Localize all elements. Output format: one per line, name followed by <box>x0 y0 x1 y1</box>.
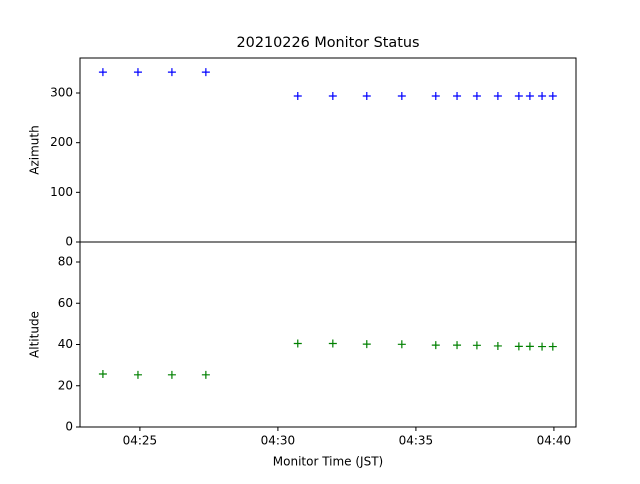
point <box>525 342 534 351</box>
point <box>397 340 406 349</box>
point <box>133 370 142 379</box>
point <box>493 91 502 100</box>
point <box>201 68 210 77</box>
point <box>362 340 371 349</box>
point <box>453 91 462 100</box>
point <box>167 370 176 379</box>
point <box>133 68 142 77</box>
point <box>453 341 462 350</box>
point <box>548 91 557 100</box>
y-axis-label: Azimuth <box>28 125 42 174</box>
x-tick-label: 04:35 <box>399 434 434 448</box>
point <box>431 91 440 100</box>
point <box>201 370 210 379</box>
y-tick-label: 40 <box>58 337 73 351</box>
point <box>472 91 481 100</box>
point <box>538 342 547 351</box>
y-tick-label: 0 <box>65 235 73 249</box>
x-tick-label: 04:25 <box>123 434 158 448</box>
chart-title: 20210226 Monitor Status <box>237 35 420 51</box>
point <box>548 342 557 351</box>
point <box>538 91 547 100</box>
y-tick-label: 100 <box>50 185 73 199</box>
plot-frame <box>79 241 577 428</box>
y-axis-label: Altitude <box>28 311 42 358</box>
point <box>167 68 176 77</box>
y-tick-label: 80 <box>58 255 73 269</box>
y-tick-label: 20 <box>58 378 73 392</box>
point <box>98 68 107 77</box>
point <box>328 91 337 100</box>
y-tick-label: 60 <box>58 296 73 310</box>
x-tick-label: 04:40 <box>537 434 572 448</box>
point <box>431 341 440 350</box>
point <box>98 369 107 378</box>
point <box>397 91 406 100</box>
x-axis-label: Monitor Time (JST) <box>273 455 383 469</box>
point <box>293 339 302 348</box>
point <box>293 91 302 100</box>
point <box>493 341 502 350</box>
x-tick-label: 04:30 <box>261 434 296 448</box>
point <box>514 91 523 100</box>
point <box>525 91 534 100</box>
point <box>328 339 337 348</box>
y-tick-label: 200 <box>50 135 73 149</box>
point <box>362 91 371 100</box>
y-tick-label: 0 <box>65 420 73 434</box>
point <box>514 342 523 351</box>
point <box>472 341 481 350</box>
y-tick-label: 300 <box>50 86 73 100</box>
